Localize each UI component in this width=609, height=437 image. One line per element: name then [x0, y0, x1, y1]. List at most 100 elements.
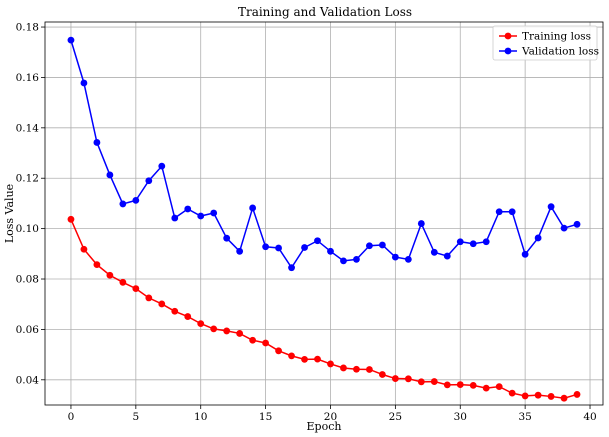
data-point-validation-loss — [223, 234, 231, 242]
data-point-validation-loss — [93, 139, 101, 146]
data-point-validation-loss — [119, 200, 127, 208]
data-point-validation-loss — [262, 243, 270, 251]
data-point-validation-loss — [417, 220, 425, 227]
y-tick-label: 0.16 — [16, 72, 40, 84]
data-point-training-loss — [508, 389, 516, 397]
data-point-validation-loss — [197, 212, 205, 220]
x-tick-label: 30 — [454, 411, 467, 423]
data-point-validation-loss — [482, 238, 490, 246]
legend-box — [492, 25, 598, 61]
chart-title: Training and Validation Loss — [238, 5, 412, 19]
legend-label: Validation loss — [521, 46, 599, 58]
data-point-training-loss — [417, 378, 425, 386]
legend-item-validation-loss: Validation loss — [499, 46, 599, 58]
series-validation-loss — [67, 36, 581, 272]
data-point-training-loss — [80, 245, 88, 253]
data-point-validation-loss — [573, 220, 581, 228]
data-point-training-loss — [301, 355, 308, 363]
x-tick-label: 10 — [194, 411, 207, 423]
data-point-training-loss — [391, 375, 399, 382]
data-point-training-loss — [378, 371, 386, 378]
data-point-training-loss — [560, 394, 568, 402]
legend-marker — [504, 47, 512, 55]
x-axis-label: Epoch — [307, 420, 342, 433]
data-point-training-loss — [119, 278, 127, 286]
plot-frame — [44, 21, 604, 406]
data-point-validation-loss — [301, 244, 308, 251]
ticks: 0 5 10 15 20 25 30 35 40 0.04 0.06 0.08 0.10 0.12 0.14… — [16, 22, 597, 423]
data-point-validation-loss — [469, 240, 477, 248]
data-point-training-loss — [366, 366, 373, 373]
data-point-training-loss — [93, 261, 101, 269]
data-point-validation-loss — [106, 171, 114, 179]
data-point-validation-loss — [67, 36, 75, 44]
x-tick-label: 0 — [68, 411, 75, 423]
x-tick-label: 35 — [518, 411, 531, 423]
y-tick-label: 0.12 — [16, 173, 39, 185]
series-layer — [67, 36, 581, 402]
data-point-training-loss — [67, 215, 75, 223]
data-point-validation-loss — [443, 252, 451, 260]
y-tick-label: 0.08 — [16, 274, 39, 286]
data-point-training-loss — [236, 330, 244, 337]
data-point-validation-loss — [366, 242, 373, 250]
data-point-training-loss — [314, 355, 321, 363]
x-tick-label: 5 — [132, 411, 139, 423]
data-point-training-loss — [132, 285, 140, 292]
data-point-validation-loss — [184, 205, 192, 213]
data-point-training-loss — [573, 391, 581, 398]
data-point-validation-loss — [521, 250, 529, 258]
data-point-validation-loss — [145, 177, 153, 185]
data-point-validation-loss — [534, 234, 542, 242]
data-point-training-loss — [184, 313, 192, 320]
x-tick-label: 20 — [324, 411, 337, 423]
data-point-training-loss — [534, 391, 542, 399]
data-point-validation-loss — [132, 196, 140, 204]
legend-item-training-loss: Training loss — [499, 31, 591, 43]
y-tick-label: 0.10 — [16, 223, 39, 235]
data-point-validation-loss — [340, 257, 347, 265]
data-point-training-loss — [262, 339, 270, 347]
data-point-training-loss — [106, 271, 114, 279]
data-point-training-loss — [223, 327, 231, 335]
legend-label: Training loss — [522, 31, 591, 43]
data-point-validation-loss — [391, 253, 399, 261]
series-line-training-loss — [70, 218, 578, 399]
data-point-training-loss — [197, 320, 205, 328]
data-point-validation-loss — [378, 241, 386, 249]
data-point-training-loss — [275, 347, 282, 355]
data-point-training-loss — [456, 381, 464, 388]
data-point-training-loss — [547, 393, 555, 400]
data-point-training-loss — [340, 364, 347, 372]
data-point-validation-loss — [80, 79, 88, 87]
data-point-validation-loss — [560, 224, 568, 232]
data-point-validation-loss — [210, 209, 218, 217]
y-tick-label: 0.14 — [16, 122, 40, 134]
x-tick-label: 40 — [583, 411, 596, 423]
data-point-validation-loss — [236, 247, 244, 255]
data-point-training-loss — [353, 365, 360, 373]
data-point-validation-loss — [508, 208, 516, 216]
y-tick-label: 0.06 — [16, 324, 40, 336]
data-point-validation-loss — [158, 162, 166, 170]
y-axis-label: Loss Value — [3, 184, 16, 243]
legend-marker — [504, 32, 512, 40]
data-point-validation-loss — [404, 255, 412, 263]
data-point-training-loss — [288, 352, 295, 360]
data-point-validation-loss — [547, 203, 555, 211]
data-point-training-loss — [145, 294, 153, 302]
data-point-validation-loss — [171, 214, 179, 222]
data-point-validation-loss — [314, 237, 321, 245]
data-point-training-loss — [210, 325, 218, 333]
data-point-training-loss — [249, 336, 257, 344]
legend: Training loss Validation loss — [492, 25, 599, 61]
data-point-training-loss — [495, 383, 503, 391]
data-point-training-loss — [443, 381, 451, 389]
x-tick-label: 25 — [389, 411, 402, 423]
data-point-training-loss — [482, 384, 490, 392]
series-line-validation-loss — [70, 39, 578, 270]
data-point-validation-loss — [327, 247, 334, 255]
data-point-validation-loss — [430, 248, 438, 256]
